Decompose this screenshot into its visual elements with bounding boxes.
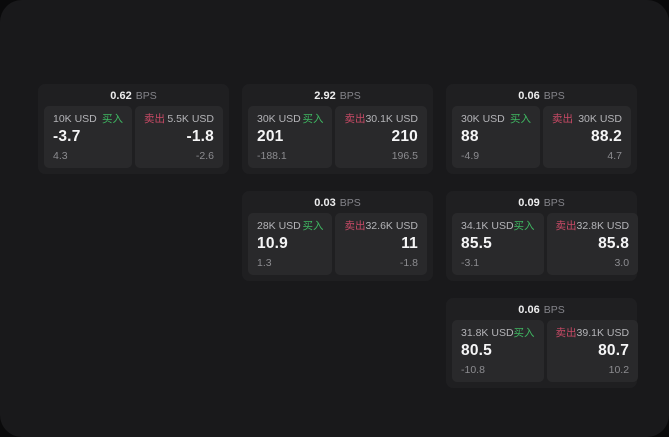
bps-header: 0.06 BPS [452,302,631,318]
sell-side-label: 卖出 [555,220,577,232]
buy-change: 1.3 [257,257,272,269]
sell-cell[interactable]: 卖出 32.6K USD 11 -1.8 [335,213,427,275]
buy-cell[interactable]: 30K USD 买入 88 -4.9 [452,106,540,168]
sell-change: 4.7 [607,150,622,162]
buy-price: 88 [461,128,479,145]
sell-amount: 5.5K USD [167,113,214,125]
sell-change: -2.6 [195,150,214,162]
sell-side-label: 卖出 [552,113,573,125]
bps-unit-label: BPS [543,197,565,209]
bps-value: 0.06 [518,304,540,316]
buy-price: 80.5 [461,342,492,359]
sell-price: 210 [391,128,418,145]
sell-change: 10.2 [608,364,630,376]
buy-change: -10.8 [461,364,485,376]
buy-amount: 31.8K USD [461,327,514,339]
buy-side-label: 买入 [510,113,531,125]
bps-header: 0.03 BPS [248,195,427,211]
quote-cells: 30K USD 买入 201 -188.1 卖出 30.1K USD 210 1… [248,106,427,168]
sell-amount: 30.1K USD [365,113,418,125]
buy-price: -3.7 [53,128,81,145]
sell-change: 196.5 [391,150,418,162]
buy-change: -3.1 [461,257,480,269]
quote-cells: 10K USD 买入 -3.7 4.3 卖出 5.5K USD -1.8 -2.… [44,106,223,168]
buy-cell[interactable]: 34.1K USD 买入 85.5 -3.1 [452,213,544,275]
quote-card-5: 0.09 BPS 34.1K USD 买入 85.5 -3.1 卖出 32.8K… [446,191,639,281]
buy-side-label: 买入 [513,220,535,232]
buy-price: 201 [257,128,284,145]
buy-change: -188.1 [257,150,287,162]
buy-side-label: 买入 [513,327,535,339]
sell-amount: 30K USD [578,113,622,125]
bps-value: 0.09 [518,197,540,209]
bps-value: 0.03 [314,197,336,209]
sell-cell[interactable]: 卖出 30K USD 88.2 4.7 [543,106,631,168]
sell-side-label: 卖出 [144,113,165,125]
sell-price: 11 [401,235,418,252]
sell-cell[interactable]: 卖出 30.1K USD 210 196.5 [335,106,427,168]
bps-header: 0.62 BPS [44,88,223,104]
bps-unit-label: BPS [339,197,361,209]
bps-header: 2.92 BPS [248,88,427,104]
bps-header: 0.09 BPS [452,195,631,211]
sell-amount: 39.1K USD [576,327,630,339]
bps-header: 0.06 BPS [452,88,631,104]
buy-cell[interactable]: 30K USD 买入 201 -188.1 [248,106,333,168]
bps-unit-label: BPS [543,90,565,102]
quote-cells: 34.1K USD 买入 85.5 -3.1 卖出 32.8K USD 85.8… [452,213,639,275]
buy-side-label: 买入 [302,220,324,232]
buy-amount: 34.1K USD [461,220,514,232]
buy-change: -4.9 [461,150,480,162]
sell-side-label: 卖出 [555,327,577,339]
sell-cell[interactable]: 卖出 5.5K USD -1.8 -2.6 [135,106,223,168]
buy-amount: 30K USD [257,113,301,125]
sell-amount: 32.8K USD [576,220,630,232]
quote-cells: 31.8K USD 买入 80.5 -10.8 卖出 39.1K USD 80.… [452,320,639,382]
buy-price: 85.5 [461,235,492,252]
buy-price: 10.9 [257,235,288,252]
buy-side-label: 买入 [302,113,324,125]
sell-price: 80.7 [598,342,630,359]
bps-value: 0.06 [518,90,540,102]
buy-change: 4.3 [53,150,68,162]
quote-card-grid: 0.62 BPS 10K USD 买入 -3.7 4.3 卖出 5.5K USD [38,84,639,388]
sell-cell[interactable]: 卖出 39.1K USD 80.7 10.2 [546,320,639,382]
bps-unit-label: BPS [543,304,565,316]
quote-card-2: 2.92 BPS 30K USD 买入 201 -188.1 卖出 30.1K … [242,84,433,174]
sell-price: 88.2 [591,128,622,145]
bps-value: 0.62 [110,90,132,102]
sell-cell[interactable]: 卖出 32.8K USD 85.8 3.0 [546,213,639,275]
sell-side-label: 卖出 [344,113,366,125]
quote-card-6: 0.06 BPS 31.8K USD 买入 80.5 -10.8 卖出 39.1… [446,298,639,388]
sell-side-label: 卖出 [344,220,366,232]
buy-amount: 30K USD [461,113,505,125]
sell-price: -1.8 [186,128,214,145]
quote-card-1: 0.62 BPS 10K USD 买入 -3.7 4.3 卖出 5.5K USD [38,84,229,174]
buy-cell[interactable]: 10K USD 买入 -3.7 4.3 [44,106,132,168]
sell-change: 3.0 [614,257,630,269]
quote-cells: 30K USD 买入 88 -4.9 卖出 30K USD 88.2 4.7 [452,106,631,168]
sell-change: -1.8 [399,257,418,269]
quote-card-3: 0.06 BPS 30K USD 买入 88 -4.9 卖出 30K USD [446,84,637,174]
buy-amount: 28K USD [257,220,301,232]
bps-value: 2.92 [314,90,336,102]
bps-unit-label: BPS [339,90,361,102]
buy-cell[interactable]: 31.8K USD 买入 80.5 -10.8 [452,320,544,382]
sell-price: 85.8 [598,235,630,252]
quote-card-4: 0.03 BPS 28K USD 买入 10.9 1.3 卖出 32.6K US… [242,191,433,281]
buy-side-label: 买入 [102,113,123,125]
bps-unit-label: BPS [135,90,157,102]
sell-amount: 32.6K USD [365,220,418,232]
buy-cell[interactable]: 28K USD 买入 10.9 1.3 [248,213,333,275]
quote-cells: 28K USD 买入 10.9 1.3 卖出 32.6K USD 11 -1.8 [248,213,427,275]
buy-amount: 10K USD [53,113,97,125]
